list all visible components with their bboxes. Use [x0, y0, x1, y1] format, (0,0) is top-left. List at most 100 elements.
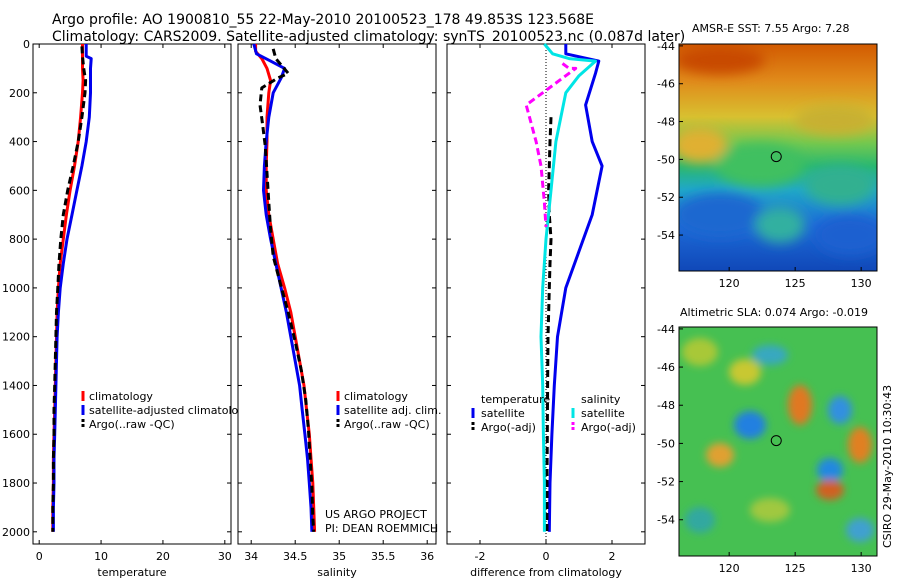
sst-teal-patch — [805, 165, 875, 205]
y-tick-label: 2000 — [2, 526, 30, 539]
x-tick-label: 34.5 — [283, 550, 308, 563]
y-tick-label: 1600 — [2, 428, 30, 441]
sla-map — [679, 327, 877, 556]
map-x-tick-label: 125 — [785, 277, 806, 290]
map-x-tick-label: 120 — [719, 562, 740, 575]
map-y-tick-label: -52 — [657, 476, 675, 489]
legend-group-title: salinity — [581, 393, 621, 406]
map-y-tick-label: -44 — [657, 323, 675, 336]
timestamp-label: CSIRO 29-May-2010 10:30:43 — [881, 384, 894, 548]
x-tick-label: 0 — [36, 550, 43, 563]
salinity-profile-panel: 34 34.5 35 35.5 36 salinity climatologysatelli… — [237, 43, 441, 579]
argo-float-location-marker — [770, 151, 782, 163]
series-line-temperature-satellite — [547, 44, 604, 532]
series-line-salinity-argo-adj- — [524, 62, 578, 227]
y-tick-label: 400 — [9, 136, 30, 149]
sla-blue-patch-1 — [734, 411, 766, 439]
sla-yellow-patch-1 — [682, 338, 718, 366]
sst-green-patch — [715, 143, 805, 187]
plot-frame — [237, 43, 437, 545]
series-line-salinity-satellite — [539, 43, 597, 532]
sla-yellow-patch-3 — [750, 498, 790, 522]
y-tick-label: 800 — [9, 233, 30, 246]
x-axis-label: salinity — [317, 566, 357, 579]
sst-cold-patch-west — [679, 193, 765, 237]
x-axis-label: temperature — [97, 566, 166, 579]
plot-frame — [32, 43, 232, 545]
sst-hot-patch — [679, 46, 765, 74]
y-tick-label: 1800 — [2, 477, 30, 490]
y-tick-label: 1200 — [2, 331, 30, 344]
legend-label: climatology — [89, 390, 153, 403]
series-line-temperature-argo-adj- — [545, 117, 553, 532]
map-y-tick-label: -54 — [657, 514, 675, 527]
map-y-tick-label: -44 — [657, 40, 675, 53]
x-tick-label: -2 — [475, 550, 486, 563]
x-tick-label: 34 — [244, 550, 258, 563]
x-tick-label: 0 — [543, 550, 550, 563]
figure-title-line-2: Climatology: CARS2009. Satellite-adjuste… — [52, 29, 686, 45]
sst-mid-patch — [755, 207, 805, 243]
series-line-argo-raw-qc- — [258, 48, 316, 532]
y-tick-label: 600 — [9, 184, 30, 197]
y-tick-label: 1000 — [2, 282, 30, 295]
map-x-tick-label: 125 — [785, 562, 806, 575]
map-x-tick-label: 130 — [851, 277, 872, 290]
sla-yellow-patch-2 — [729, 359, 761, 385]
x-axis-label: difference from climatology — [470, 566, 622, 579]
legend-label: Argo(-adj) — [481, 421, 536, 434]
legend-label: satellite-adjusted climatolo — [89, 404, 239, 417]
map-y-tick-label: -48 — [657, 116, 675, 129]
map-y-tick-label: -48 — [657, 399, 675, 412]
credit-line-2: PI: DEAN ROEMMICH — [325, 522, 439, 535]
sla-blue-patch-2 — [828, 396, 852, 424]
legend-label: Argo(..raw -QC) — [344, 418, 430, 431]
legend-label: Argo(-adj) — [581, 421, 636, 434]
y-tick-label: 0 — [23, 38, 30, 51]
legend-label: satellite — [581, 407, 625, 420]
map-y-tick-label: -54 — [657, 229, 675, 242]
sst-warm-patch-west — [679, 127, 728, 163]
legend-label: climatology — [344, 390, 408, 403]
map-y-tick-label: -52 — [657, 191, 675, 204]
map-y-tick-label: -50 — [657, 153, 675, 166]
x-tick-label: 2 — [609, 550, 616, 563]
figure-title-line-1: Argo profile: AO 1900810_55 22-May-2010 … — [52, 12, 594, 28]
sla-orange-patch-2 — [706, 443, 734, 467]
sst-map-frame — [678, 43, 878, 272]
sla-map-title: Altimetric SLA: 0.074 Argo: -0.019 — [680, 306, 868, 319]
series-line-argo-raw-qc- — [51, 46, 88, 532]
legend-label: satellite — [481, 407, 525, 420]
sla-red-patch — [816, 480, 844, 500]
sst-cold-patch-east — [815, 215, 877, 255]
y-tick-label: 1400 — [2, 379, 30, 392]
difference-profile-panel: -2 0 2 difference from climatology temperatu… — [446, 43, 646, 579]
x-tick-label: 20 — [156, 550, 170, 563]
argo-float-location-marker — [770, 435, 782, 447]
sst-map-title: AMSR-E SST: 7.55 Argo: 7.28 — [692, 22, 850, 35]
sla-teal-patch — [685, 507, 715, 533]
x-tick-label: 30 — [218, 550, 232, 563]
temperature-profile-panel: 0 10 20 30 0 200 400 600 800 1000 1200 1400 1600 1800… — [2, 38, 239, 579]
sla-blue-patch-3 — [817, 458, 843, 482]
sst-warm-patch-east — [795, 105, 875, 135]
map-axes: 120 125 130 -44 -46 -48 -50 -52 -54 120 125 130 -44 -… — [657, 40, 872, 575]
sla-cyan-patch — [752, 345, 788, 365]
map-y-tick-label: -46 — [657, 361, 675, 374]
sla-blue-patch-4 — [846, 518, 874, 542]
sla-map-frame — [678, 326, 878, 557]
sla-orange-patch-1 — [788, 385, 812, 425]
map-x-tick-label: 130 — [851, 562, 872, 575]
x-tick-label: 36 — [420, 550, 434, 563]
sla-orange-patch-3 — [848, 427, 872, 463]
sst-map — [679, 44, 877, 271]
legend-label: satellite adj. clim. — [344, 404, 441, 417]
x-tick-label: 35.5 — [371, 550, 396, 563]
y-tick-label: 200 — [9, 87, 30, 100]
credit-line-1: US ARGO PROJECT — [325, 508, 427, 521]
legend-label: Argo(..raw -QC) — [89, 418, 175, 431]
legend-group-title: temperature — [481, 393, 550, 406]
x-tick-label: 10 — [94, 550, 108, 563]
map-y-tick-label: -46 — [657, 78, 675, 91]
